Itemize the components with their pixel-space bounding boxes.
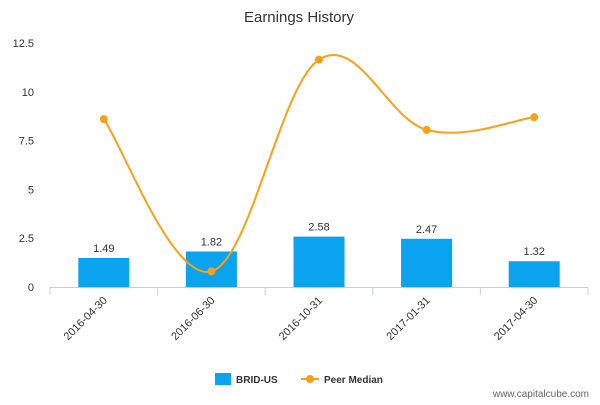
peer-median-point	[530, 113, 539, 122]
peer-median-line	[102, 53, 535, 273]
x-tick-label: 2017-01-31	[384, 295, 432, 343]
legend-label-brid-us: BRID-US	[236, 375, 278, 386]
x-tick-label: 2017-04-30	[492, 295, 540, 343]
y-axis-tick-labels: 0 2.5 5 7.5 10 12.5	[13, 38, 34, 294]
bar	[508, 261, 560, 287]
bar-data-label: 1.82	[201, 236, 222, 248]
y-tick-label: 0	[28, 282, 34, 294]
y-tick-label: 2.5	[19, 233, 34, 245]
bar-data-labels: 1.49 1.82 2.58 2.47 1.32	[93, 222, 545, 259]
x-tick-label: 2016-06-30	[169, 295, 217, 343]
y-tick-label: 12.5	[13, 38, 34, 50]
x-tick-label: 2016-04-30	[62, 295, 110, 343]
watermark-text: www.capitalcube.com	[492, 389, 589, 400]
chart-title: Earnings History	[244, 9, 355, 26]
line-series-peer-median	[99, 53, 539, 276]
x-tick-label: 2016-10-31	[277, 295, 325, 343]
peer-median-point	[315, 55, 323, 64]
legend-marker-peer-median	[306, 375, 314, 383]
bar	[78, 257, 130, 287]
y-tick-label: 7.5	[19, 136, 34, 148]
bar	[401, 238, 453, 287]
legend: BRID-US Peer Median	[215, 373, 383, 386]
y-tick-label: 10	[22, 87, 34, 99]
peer-median-point	[207, 267, 216, 276]
bar-data-label: 2.47	[416, 224, 437, 236]
peer-median-point	[99, 115, 108, 124]
legend-swatch-brid-us	[215, 373, 231, 385]
x-axis-tick-labels: 2016-04-30 2016-06-30 2016-10-31 2017-01-31…	[62, 295, 541, 343]
bar	[293, 236, 345, 287]
x-axis	[49, 287, 589, 295]
y-tick-label: 5	[28, 184, 34, 196]
bar-data-label: 1.32	[523, 246, 544, 258]
legend-label-peer-median: Peer Median	[324, 375, 383, 386]
bar-data-label: 1.49	[93, 243, 114, 255]
peer-median-point	[422, 125, 431, 134]
bar-series-brid-us	[78, 236, 560, 287]
bar-data-label: 2.58	[308, 222, 329, 234]
